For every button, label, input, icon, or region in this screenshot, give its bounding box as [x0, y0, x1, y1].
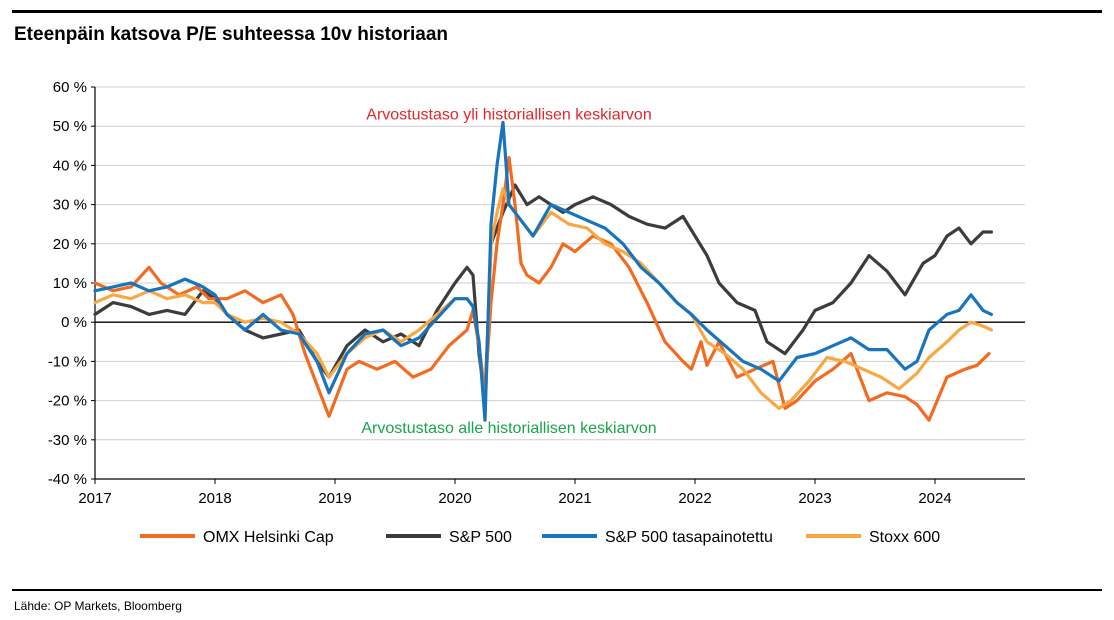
chart: 60 % 50 % 40 % 30 % 20 % 10 % 0 % -10 % -20 % -30… — [48, 79, 1025, 546]
y-tick-label: 60 % — [53, 79, 87, 96]
y-axis-labels: 60 % 50 % 40 % 30 % 20 % 10 % 0 % -10 % -20 % -30… — [48, 79, 87, 488]
legend: OMX Helsinki Cap S&P 500 S&P 500 tasapaino… — [140, 529, 940, 546]
x-tick-label: 2023 — [798, 490, 831, 507]
legend-label: OMX Helsinki Cap — [203, 529, 334, 546]
series-line-omx-helsinki-cap — [93, 156, 991, 422]
source-note: Lähde: OP Markets, Bloomberg — [14, 599, 182, 613]
y-tick-label: -30 % — [48, 432, 87, 449]
legend-label: S&P 500 — [449, 529, 512, 546]
y-tick-label: 20 % — [53, 236, 87, 253]
x-tick-label: 2022 — [678, 490, 711, 507]
x-tick-label: 2021 — [558, 490, 591, 507]
legend-label: S&P 500 tasapainotettu — [605, 529, 773, 546]
y-tick-label: 10 % — [53, 275, 87, 292]
y-tick-label: 50 % — [53, 118, 87, 135]
series-line-s-p-500 — [93, 183, 994, 403]
bottom-rule — [12, 589, 1102, 591]
x-tick-label: 2020 — [438, 490, 471, 507]
x-axis-labels: 2017 2018 2019 2020 2021 2022 2023 2024 — [78, 490, 951, 507]
x-tick-label: 2017 — [78, 490, 111, 507]
annotations: Arvostustaso yli historiallisen keskiarv… — [361, 106, 656, 437]
annotation-below-average: Arvostustaso alle historiallisen keskiar… — [361, 420, 656, 437]
y-tick-label: -20 % — [48, 393, 87, 410]
x-tick-label: 2018 — [198, 490, 231, 507]
series-line-stoxx-600 — [93, 187, 994, 418]
legend-label: Stoxx 600 — [869, 529, 940, 546]
annotation-above-average: Arvostustaso yli historiallisen keskiarv… — [366, 106, 651, 123]
y-tick-label: -10 % — [48, 353, 87, 370]
y-tick-label: -40 % — [48, 471, 87, 488]
series-line-s-p-500-tasapainotettu — [93, 120, 994, 422]
x-tick-label: 2019 — [318, 490, 351, 507]
x-tick-label: 2024 — [918, 490, 951, 507]
y-tick-label: 30 % — [53, 197, 87, 214]
top-rule — [12, 10, 1102, 13]
series-lines — [93, 120, 994, 422]
y-tick-label: 0 % — [61, 314, 87, 331]
chart-title: Eteenpäin katsova P/E suhteessa 10v hist… — [14, 24, 449, 45]
y-tick-label: 40 % — [53, 157, 87, 174]
